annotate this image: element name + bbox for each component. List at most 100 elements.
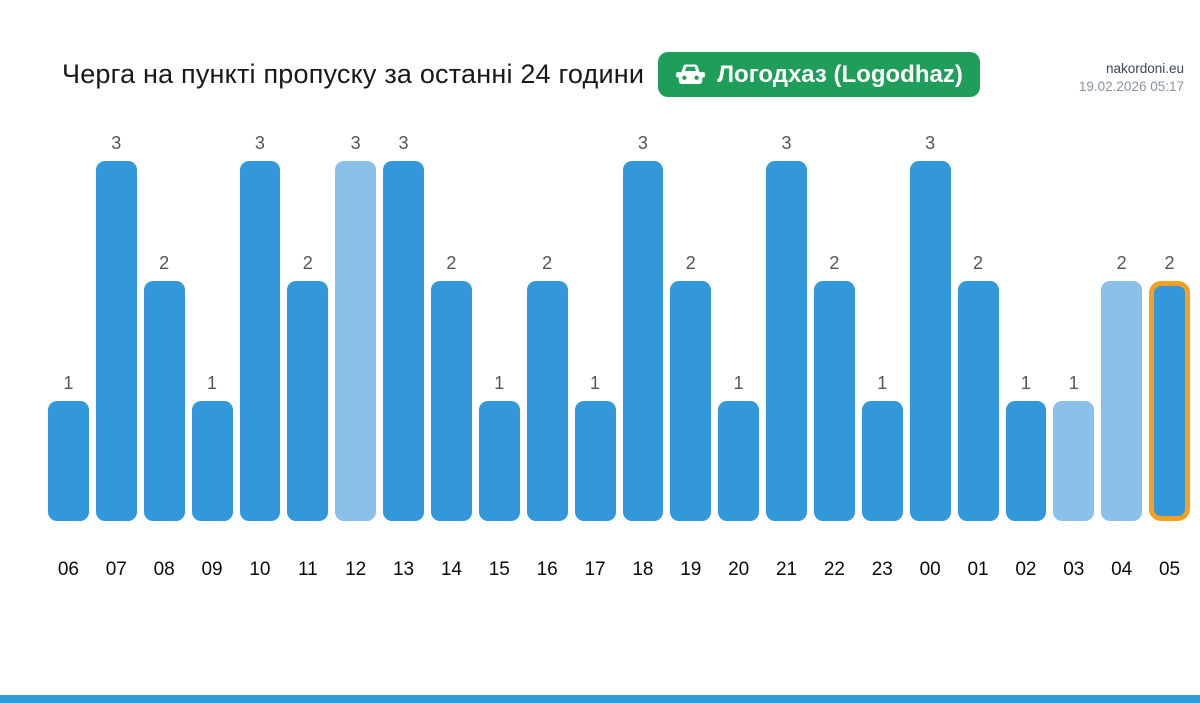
bar-column: 2 [1101,253,1143,521]
bar-value-label: 2 [685,253,696,273]
bar-value-label: 1 [733,373,744,393]
footer-strip [0,695,1200,703]
bar-column: 3 [909,133,951,521]
bar[interactable] [478,401,520,521]
bar-column: 3 [95,133,137,521]
site-info: nakordoni.eu 19.02.2026 05:17 [1079,60,1184,96]
bar-value-label: 2 [302,253,313,273]
bar-value-label: 1 [590,373,601,393]
checkpoint-badge[interactable]: Логодхаз (Logodhaz) [658,52,980,97]
hour-label: 18 [632,559,654,580]
hour-label: 10 [249,559,271,580]
timestamp: 19.02.2026 05:17 [1078,79,1184,95]
bar-column: 2 [431,253,472,521]
bar[interactable] [1053,401,1095,521]
hour-label: 16 [536,559,558,580]
bar-value-label: 1 [207,373,218,393]
hour-label: 19 [680,559,702,580]
bar-column: 1 [48,373,89,521]
hour-labels: 06 07 08 09 10 11 12 13 14 15 16 17 18 19 20 21 22 23 00 01… [48,559,1190,581]
bar-value-label: 1 [494,373,505,393]
hour-label: 08 [153,559,175,580]
bar-column: 3 [766,133,807,521]
bar-column: 1 [1005,373,1047,521]
bar[interactable] [766,161,807,521]
bar[interactable] [957,281,999,521]
hour-label: 21 [775,559,798,580]
hour-label: 02 [1015,559,1037,580]
hour-label: 20 [728,559,750,580]
bar-value-label: 2 [973,253,984,273]
bar-column: 1 [574,373,616,521]
bar[interactable] [239,161,281,521]
hour-label: 15 [488,559,510,580]
bar[interactable] [718,401,760,521]
bar-column: 3 [239,133,281,521]
hour-label: 01 [967,559,989,580]
bar-column: 2 [670,253,712,521]
bar-value-label: 2 [1164,253,1175,273]
hour-label: 22 [823,559,845,580]
bar-column: 3 [622,133,664,521]
bar-value-label: 3 [111,133,122,153]
bar-column: 2 [287,253,329,521]
bar-column: 3 [335,133,377,521]
bar[interactable] [335,161,377,521]
bar[interactable] [48,401,89,521]
bar[interactable] [670,281,712,521]
title-row: Черга на пункті пропуску за останні 24 г… [62,52,1180,97]
bar[interactable] [143,281,185,521]
bar-column: 1 [718,373,760,521]
bar-value-label: 3 [254,133,265,153]
bar-value-label: 1 [877,373,888,393]
hour-label: 14 [440,559,462,580]
bar-value-label: 2 [829,253,840,273]
bar[interactable] [95,161,137,521]
bar-column: 2 [143,253,185,521]
bar-columns: 1 3 2 1 3 2 3 3 2 1 2 1 3 2 1 3 2 1 3 2 1 1 2 2 [48,131,1190,521]
bar[interactable] [383,161,424,521]
bar-value-label: 2 [446,253,457,273]
bar-column: 2 [1149,253,1190,521]
bar[interactable] [909,161,951,521]
bar-column: 1 [861,373,903,521]
checkpoint-badge-label: Логодхаз (Logodhaz) [717,60,963,88]
bar[interactable] [287,281,329,521]
bar-value-label: 1 [1020,373,1031,393]
page-title: Черга на пункті пропуску за останні 24 г… [62,59,645,89]
bar[interactable] [814,281,855,521]
bar[interactable] [861,401,903,521]
bar-highlighted[interactable] [1149,281,1190,521]
bar-column: 1 [191,373,233,521]
hour-label: 03 [1063,559,1085,580]
bar-value-label: 2 [1116,253,1127,273]
hour-label: 11 [297,559,318,580]
bar-value-label: 3 [637,133,648,153]
bar[interactable] [622,161,664,521]
bar[interactable] [526,281,568,521]
bar-column: 1 [478,373,520,521]
bar-value-label: 1 [63,373,74,393]
hour-label: 17 [584,559,606,580]
bar[interactable] [191,401,233,521]
bar-column: 2 [814,253,855,521]
bar-column: 2 [526,253,568,521]
hour-label: 06 [57,559,79,580]
bar[interactable] [574,401,616,521]
hour-label: 05 [1158,559,1181,580]
site-name[interactable]: nakordoni.eu [1105,61,1184,76]
hour-label: 00 [919,559,941,580]
bar[interactable] [1005,401,1047,521]
car-icon [675,62,706,87]
bar-value-label: 3 [350,133,361,153]
bar-column: 3 [383,133,424,521]
bar-value-label: 3 [781,133,792,153]
page: { "header": { "site": "nakordoni.eu", "t… [0,52,1200,703]
bar-value-label: 2 [542,253,553,273]
bar-value-label: 2 [159,253,170,273]
bar[interactable] [431,281,472,521]
bar-value-label: 1 [1068,373,1079,393]
hour-label: 07 [105,559,127,580]
bar[interactable] [1101,281,1143,521]
